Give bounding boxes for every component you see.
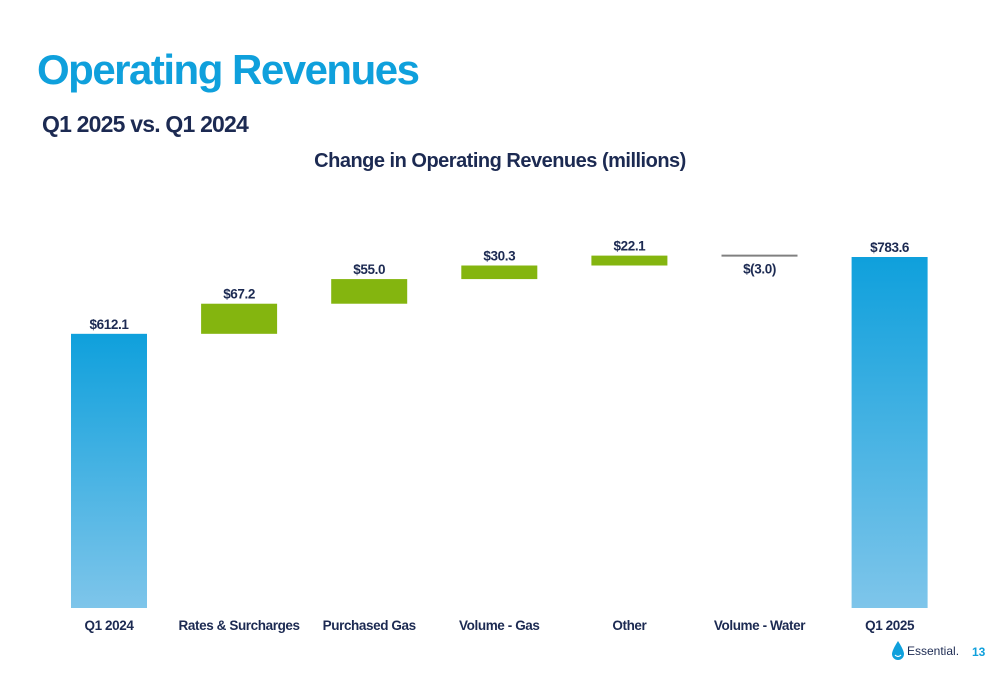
- value-label-q1-2025: $783.6: [870, 240, 910, 255]
- chart-title: Change in Operating Revenues (millions): [314, 150, 686, 172]
- essential-logo: Essential.: [891, 639, 959, 663]
- value-label-volume-gas: $30.3: [483, 249, 516, 264]
- bar-other: [591, 255, 668, 266]
- logo-text: Essential.: [907, 644, 960, 658]
- water-drop-icon: [892, 641, 904, 660]
- value-label-other: $22.1: [614, 239, 647, 254]
- value-label-q1-2024: $612.1: [90, 317, 130, 332]
- value-label-volume-water: $(3.0): [743, 262, 776, 277]
- category-label-volume-water: Volume - Water: [714, 618, 806, 633]
- category-label-rates-surcharges: Rates & Surcharges: [179, 618, 300, 633]
- category-label-q1-2024: Q1 2024: [85, 618, 135, 633]
- bar-q1-2025: [851, 257, 928, 608]
- page-title: Operating Revenues: [37, 46, 420, 93]
- bar-volume-gas: [461, 265, 538, 280]
- page-number: 13: [972, 645, 986, 659]
- category-label-purchased-gas: Purchased Gas: [323, 618, 416, 633]
- value-label-rates-surcharges: $67.2: [223, 287, 255, 302]
- bar-q1-2024: [71, 333, 147, 608]
- category-label-other: Other: [612, 618, 647, 633]
- category-label-volume-gas: Volume - Gas: [459, 618, 539, 633]
- bar-purchased-gas: [331, 279, 408, 304]
- category-label-q1-2025: Q1 2025: [865, 618, 915, 633]
- page-subtitle: Q1 2025 vs. Q1 2024: [42, 111, 249, 137]
- bar-rates-surcharges: [201, 303, 278, 334]
- value-label-purchased-gas: $55.0: [353, 262, 385, 277]
